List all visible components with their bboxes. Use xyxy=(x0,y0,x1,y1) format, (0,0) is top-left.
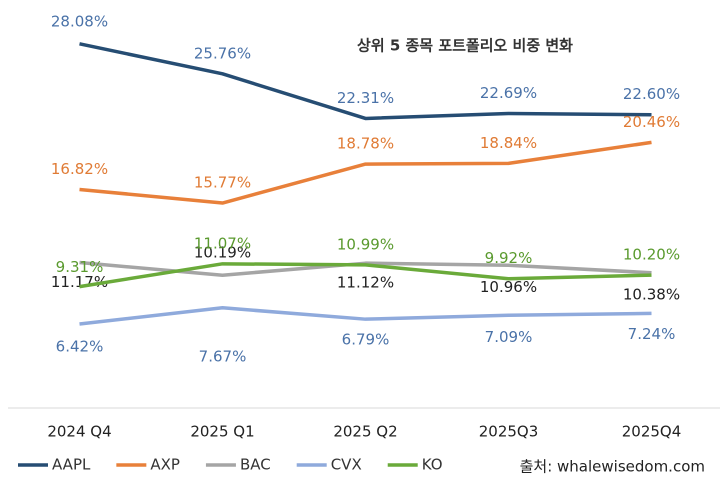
source: 출처: whalewisedom.com xyxy=(520,458,705,476)
data-label: 18.84% xyxy=(480,134,537,152)
data-label: 7.67% xyxy=(199,347,247,365)
data-label: 10.19% xyxy=(194,244,251,262)
data-label: 9.31% xyxy=(56,258,104,276)
data-label: 16.82% xyxy=(51,160,108,178)
x-tick-label: 2025 Q1 xyxy=(190,423,254,441)
legend-label: AXP xyxy=(150,456,180,474)
legend-label: BAC xyxy=(240,456,271,474)
line xyxy=(79,306,652,326)
x-tick-label: 2025 Q2 xyxy=(333,423,397,441)
data-label: 18.78% xyxy=(337,135,394,153)
data-label: 6.79% xyxy=(342,331,390,349)
data-label: 22.60% xyxy=(623,85,680,103)
data-label: 7.09% xyxy=(485,328,533,346)
line xyxy=(79,262,652,289)
data-label: 15.77% xyxy=(194,174,251,192)
data-label: 11.07% xyxy=(194,234,251,252)
data-label: 20.46% xyxy=(623,113,680,131)
legend-label: KO xyxy=(422,456,443,474)
data-label: 10.20% xyxy=(623,246,680,264)
data-label: 10.96% xyxy=(480,278,537,296)
data-label: 22.69% xyxy=(480,84,537,102)
data-label: 25.76% xyxy=(194,44,251,62)
line xyxy=(79,140,652,205)
legend-label: AAPL xyxy=(52,456,91,474)
data-label: 7.24% xyxy=(628,325,676,343)
x-tick-label: 2025Q4 xyxy=(622,423,682,441)
data-label: 28.08% xyxy=(51,12,108,30)
x-tick-label: 2025Q3 xyxy=(479,423,539,441)
data-label: 11.12% xyxy=(337,274,394,292)
x-tick-label: 2024 Q4 xyxy=(47,423,111,441)
data-label: 11.17% xyxy=(51,273,108,291)
line xyxy=(79,42,652,121)
data-label: 9.92% xyxy=(485,249,533,267)
data-label: 22.31% xyxy=(337,89,394,107)
legend-label: CVX xyxy=(331,456,362,474)
data-label: 10.38% xyxy=(623,285,680,303)
data-label: 10.99% xyxy=(337,235,394,253)
data-label: 6.42% xyxy=(56,337,104,355)
chart-title: 상위 5 종목 포트폴리오 비중 변화 xyxy=(357,37,573,55)
